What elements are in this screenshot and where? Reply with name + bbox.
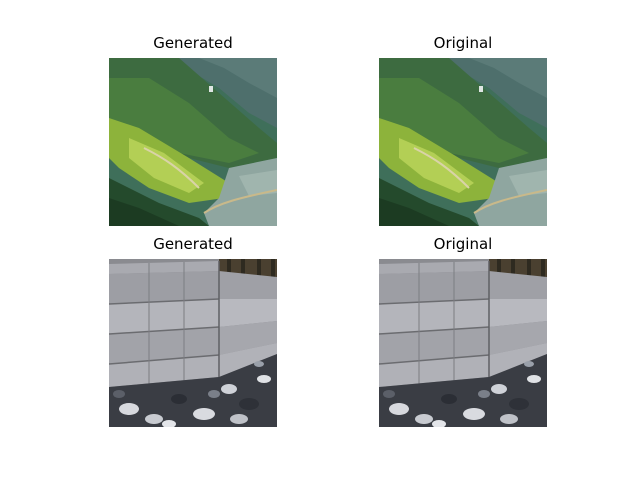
panel-title: Generated — [153, 235, 233, 253]
fjord-image — [379, 58, 547, 226]
fence-image — [379, 259, 547, 427]
panel-title: Original — [433, 235, 493, 253]
fence-scene-graphic — [109, 259, 277, 427]
fjord-scene-graphic — [109, 58, 277, 226]
fjord-image — [109, 58, 277, 226]
fence-image — [109, 259, 277, 427]
panel-title: Generated — [153, 34, 233, 52]
fjord-scene-graphic — [379, 58, 547, 226]
panel-title: Original — [433, 34, 493, 52]
fence-scene-graphic — [379, 259, 547, 427]
